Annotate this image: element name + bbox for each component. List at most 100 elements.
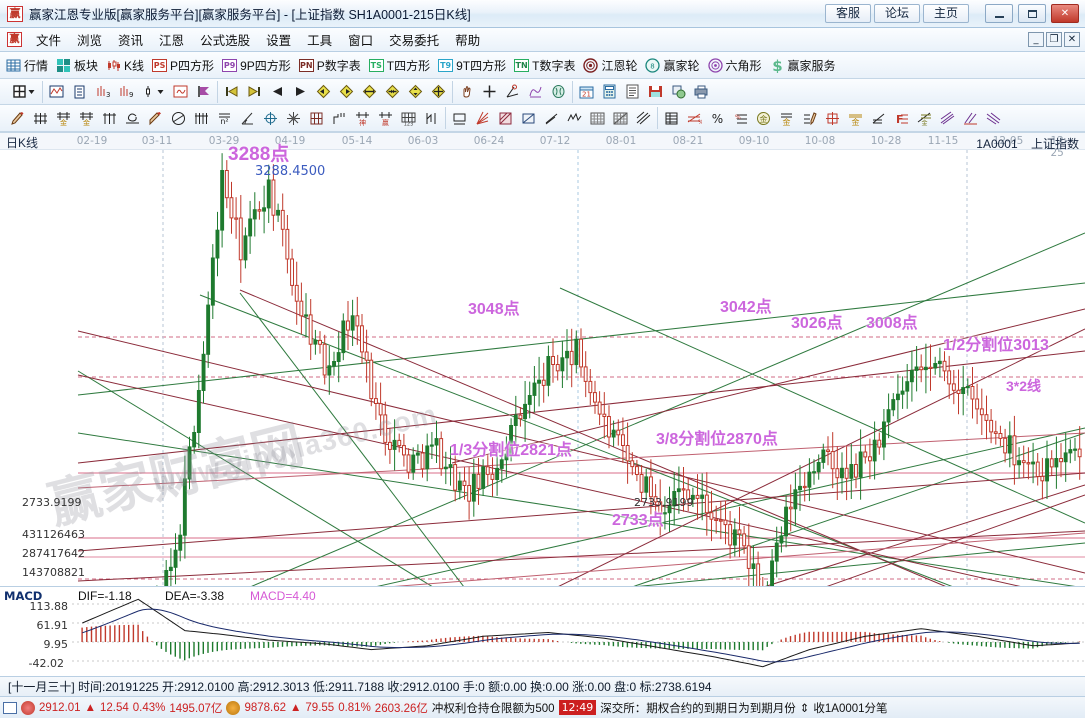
copy-button[interactable]	[667, 83, 690, 100]
matrix-button[interactable]: 123	[397, 110, 420, 127]
shrink-horizontal-button[interactable]	[381, 83, 404, 100]
mdi-minimize-icon[interactable]: _	[1028, 32, 1044, 47]
square-cross-button[interactable]	[821, 110, 844, 127]
menu-item-trade[interactable]: 交易委托	[389, 34, 440, 48]
candle-tool-button[interactable]	[798, 110, 821, 127]
mdi-close-icon[interactable]: ✕	[1064, 32, 1080, 47]
brain-tool-button[interactable]	[547, 83, 570, 100]
toolbar-t-number-table[interactable]: TN T数字表	[510, 56, 579, 75]
toolbar-9p-square[interactable]: P9 9P四方形	[218, 56, 295, 75]
toolbar-sectors[interactable]: 板块	[52, 56, 102, 75]
gold-eq-button[interactable]: 金	[844, 110, 867, 127]
angle-eq-button[interactable]	[867, 110, 890, 127]
menu-item-formula[interactable]: 公式选股	[200, 34, 251, 48]
next-button[interactable]	[289, 83, 312, 100]
grid-lines-button[interactable]	[29, 110, 52, 127]
box-grid-button[interactable]	[305, 110, 328, 127]
mdi-restore-icon[interactable]: ❐	[1046, 32, 1062, 47]
overlay-chart-button[interactable]	[45, 83, 68, 100]
toolbar-9t-square[interactable]: T9 9T四方形	[434, 56, 510, 75]
homepage-button[interactable]: 主页	[923, 4, 969, 23]
brain-analysis-button[interactable]	[169, 83, 192, 100]
clipboard-button[interactable]	[68, 83, 91, 100]
f-lines-button[interactable]: F	[890, 110, 913, 127]
bar9-button[interactable]: 9	[114, 83, 137, 100]
toolbar-p-number-table[interactable]: PN P数字表	[295, 56, 365, 75]
fan-lines-button[interactable]	[471, 110, 494, 127]
customer-service-button[interactable]: 客服	[825, 4, 871, 23]
period-selector-button[interactable]	[8, 83, 40, 100]
gold-circle-button[interactable]: 金	[752, 110, 775, 127]
minimize-icon[interactable]	[985, 4, 1013, 23]
gold-bar-button[interactable]: 金	[775, 110, 798, 127]
maximize-icon[interactable]	[1018, 4, 1046, 23]
pct-lines-button[interactable]: %	[729, 110, 752, 127]
menu-item-file[interactable]: 文件	[36, 34, 62, 48]
down-lines-button[interactable]	[982, 110, 1005, 127]
hand-tool-button[interactable]	[455, 83, 478, 100]
shaded-box-button[interactable]	[494, 110, 517, 127]
fork-lines-button[interactable]	[98, 110, 121, 127]
pen2-button[interactable]	[144, 110, 167, 127]
toolbar-p-square[interactable]: PS P四方形	[148, 56, 218, 75]
ying-grid-button[interactable]: 赢	[374, 110, 397, 127]
quote-grid-icon[interactable]	[3, 701, 17, 714]
zoom-left-button[interactable]	[312, 83, 335, 100]
macd-panel[interactable]: MACD DIF=-1.18 DEA=-3.38 MACD=4.40 113.8…	[0, 586, 1085, 676]
hk-lines-button[interactable]	[420, 110, 443, 127]
comb-lines-button[interactable]	[190, 110, 213, 127]
menu-item-help[interactable]: 帮助	[455, 34, 481, 48]
save-button[interactable]	[644, 83, 667, 100]
single-bar-button[interactable]	[137, 83, 169, 100]
cut-box-button[interactable]	[517, 110, 540, 127]
menu-item-browse[interactable]: 浏览	[77, 34, 103, 48]
fit-button[interactable]	[427, 83, 450, 100]
toolbar-t-square[interactable]: TS T四方形	[365, 56, 434, 75]
circle-arc-button[interactable]	[167, 110, 190, 127]
target-circle-button[interactable]	[259, 110, 282, 127]
close-icon[interactable]: ✕	[1051, 4, 1079, 23]
toolbar-winner-service[interactable]: $ 赢家服务	[766, 56, 840, 75]
toolbar-kline[interactable]: K线	[102, 56, 148, 75]
forum-button[interactable]: 论坛	[874, 4, 920, 23]
gold-grid1-button[interactable]: 金	[52, 110, 75, 127]
menu-item-news[interactable]: 资讯	[118, 34, 144, 48]
first-page-button[interactable]	[220, 83, 243, 100]
base-lines-button[interactable]	[959, 110, 982, 127]
angle-tool-button[interactable]	[501, 83, 524, 100]
trend-up-button[interactable]	[540, 110, 563, 127]
toolbar-hexagon[interactable]: 六角形	[704, 56, 766, 75]
toolbar-gann-wheel[interactable]: 江恩轮	[579, 56, 641, 75]
menu-item-tools[interactable]: 工具	[307, 34, 333, 48]
document-button[interactable]	[621, 83, 644, 100]
chevron-down-icon[interactable]	[156, 84, 165, 99]
toolbar-winner-wheel[interactable]: 8 赢家轮	[641, 56, 703, 75]
grid-box2-button[interactable]	[609, 110, 632, 127]
calendar-button[interactable]: 21	[575, 83, 598, 100]
gold-grid2-button[interactable]: 金	[75, 110, 98, 127]
n2-table-button[interactable]: n²	[213, 110, 236, 127]
prev-button[interactable]	[266, 83, 289, 100]
spiral-button[interactable]	[121, 110, 144, 127]
menu-item-gann[interactable]: 江恩	[159, 34, 185, 48]
rect-tool-button[interactable]	[448, 110, 471, 127]
zigzag-button[interactable]	[563, 110, 586, 127]
zoom-right-button[interactable]	[335, 83, 358, 100]
menu-item-settings[interactable]: 设置	[266, 34, 292, 48]
star-burst-button[interactable]	[282, 110, 305, 127]
draw-tool-button[interactable]	[524, 83, 547, 100]
ledger-button[interactable]	[660, 110, 683, 127]
multi-lines-button[interactable]	[936, 110, 959, 127]
print-button[interactable]	[690, 83, 713, 100]
chevron-down-icon[interactable]	[27, 84, 36, 99]
slash-lines-button[interactable]	[632, 110, 655, 127]
ticker-scroll-arrows[interactable]: ⇕	[799, 702, 810, 715]
move-button[interactable]	[404, 83, 427, 100]
pen-tool-button[interactable]	[6, 110, 29, 127]
gold-lines-button[interactable]: 金	[913, 110, 936, 127]
grid-box-button[interactable]	[586, 110, 609, 127]
last-page-button[interactable]	[243, 83, 266, 100]
flag-button[interactable]	[192, 83, 215, 100]
chart-area[interactable]: 日K线 02-19 03-11 03-29 04-19 05-14 06-03 …	[0, 132, 1085, 677]
crosshair-tool-button[interactable]	[478, 83, 501, 100]
